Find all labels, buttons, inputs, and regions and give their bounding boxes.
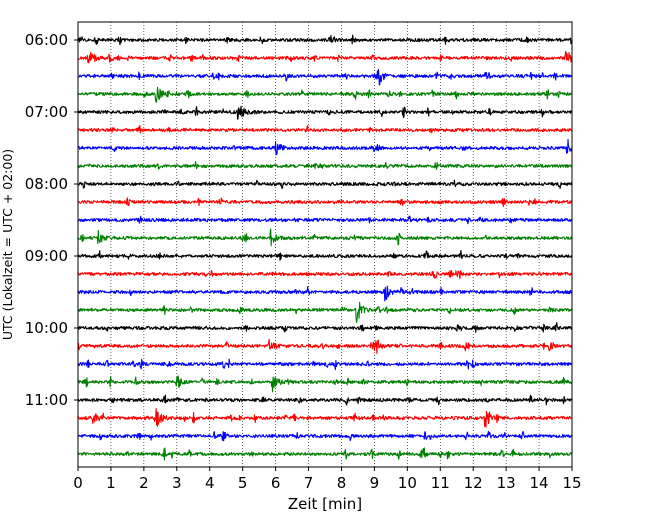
- x-axis-ticks: 0 1 2 3 4 5 6 7 8 9 10 11 12 13 14 15: [73, 467, 582, 492]
- trace-line: [77, 358, 573, 371]
- trace-line: [77, 269, 573, 280]
- trace-line: [77, 197, 573, 208]
- x-tick-label: 2: [139, 474, 149, 492]
- y-axis-label: UTC (Lokalzeit = UTC + 02:00): [0, 149, 15, 340]
- trace-line: [77, 249, 573, 261]
- trace-line: [77, 69, 573, 86]
- x-tick-label: 10: [398, 474, 417, 492]
- trace-line: [77, 179, 573, 190]
- trace-line: [77, 34, 573, 46]
- y-tick-label: 09:00: [25, 247, 68, 265]
- trace-line: [77, 86, 573, 103]
- x-tick-label: 14: [530, 474, 549, 492]
- x-tick-label: 12: [464, 474, 483, 492]
- vertical-grid: [110, 22, 540, 467]
- trace-line: [77, 430, 573, 442]
- x-tick-label: 3: [172, 474, 182, 492]
- x-tick-label: 1: [106, 474, 116, 492]
- seismic-traces: [77, 34, 573, 461]
- x-tick-label: 15: [562, 474, 581, 492]
- trace-line: [77, 447, 573, 461]
- trace-line: [77, 394, 573, 406]
- x-tick-label: 4: [205, 474, 215, 492]
- y-tick-label: 11:00: [25, 391, 68, 409]
- y-tick-label: 08:00: [25, 175, 68, 193]
- trace-line: [77, 338, 573, 355]
- y-axis-ticks: 06:00 07:00 08:00 09:00 10:00 11:00: [25, 31, 78, 409]
- x-tick-label: 9: [370, 474, 380, 492]
- x-tick-label: 8: [337, 474, 347, 492]
- trace-line: [77, 301, 573, 323]
- trace-line: [77, 105, 573, 120]
- trace-line: [77, 138, 573, 156]
- trace-line: [77, 375, 573, 393]
- x-tick-label: 7: [304, 474, 314, 492]
- y-tick-label: 07:00: [25, 103, 68, 121]
- x-axis-label: Zeit [min]: [288, 495, 362, 513]
- x-tick-label: 13: [497, 474, 516, 492]
- plot-frame: [77, 21, 573, 468]
- x-tick-label: 11: [431, 474, 450, 492]
- trace-line: [77, 285, 573, 302]
- y-tick-label: 10:00: [25, 319, 68, 337]
- trace-line: [77, 228, 573, 247]
- trace-line: [77, 215, 573, 225]
- x-tick-label: 0: [73, 474, 83, 492]
- trace-line: [77, 161, 573, 170]
- y-tick-label: 06:00: [25, 31, 68, 49]
- x-tick-label: 6: [271, 474, 281, 492]
- trace-line: [77, 50, 573, 64]
- trace-line: [77, 322, 573, 333]
- trace-line: [77, 407, 573, 428]
- trace-line: [77, 124, 573, 134]
- x-tick-label: 5: [238, 474, 248, 492]
